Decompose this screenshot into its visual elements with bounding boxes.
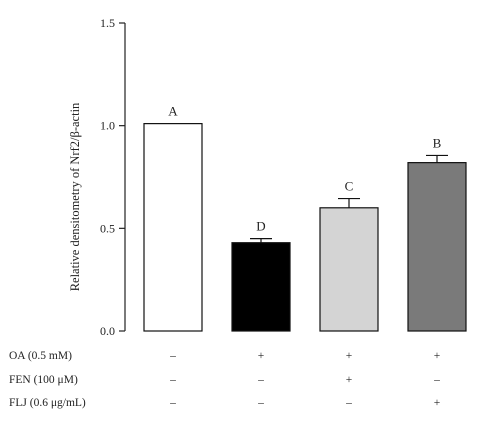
bar — [407, 162, 467, 332]
y-axis-label: Relative densitometry of Nrf2/β-actin — [68, 102, 82, 291]
condition-row-label: OA (0.5 mM) — [9, 350, 72, 362]
y-tick-label: 0.0 — [100, 324, 115, 338]
condition-table: OA (0.5 mM) – + + + FEN (100 μM) – – + – FLJ (0.6 … — [9, 350, 440, 409]
bar — [143, 123, 203, 332]
condition-sign: – — [169, 350, 176, 362]
condition-sign: – — [169, 397, 176, 409]
significance-label: A — [168, 104, 178, 119]
condition-sign: – — [257, 397, 264, 409]
condition-sign: + — [346, 350, 353, 362]
bar — [319, 207, 379, 332]
condition-sign: + — [346, 374, 353, 386]
condition-row-label: FLJ (0.6 μg/mL) — [9, 397, 86, 409]
condition-sign: – — [433, 374, 440, 386]
bar — [231, 242, 291, 332]
condition-sign: – — [345, 397, 352, 409]
y-tick-label: 1.5 — [100, 16, 115, 30]
condition-sign: – — [257, 374, 264, 386]
y-tick-label: 1.0 — [100, 119, 115, 133]
axes: 0.0 0.5 1.0 1.5 Relative densitometry of Nrf… — [68, 16, 126, 338]
labels: A D C B — [168, 104, 441, 234]
condition-sign: + — [434, 350, 441, 362]
bars — [143, 123, 467, 332]
significance-label: C — [345, 179, 354, 194]
significance-label: D — [256, 219, 265, 234]
condition-sign: + — [258, 350, 265, 362]
condition-sign: – — [169, 374, 176, 386]
condition-sign: + — [434, 397, 441, 409]
condition-row-label: FEN (100 μM) — [9, 374, 78, 386]
significance-label: B — [433, 135, 442, 150]
y-tick-label: 0.5 — [100, 221, 115, 235]
